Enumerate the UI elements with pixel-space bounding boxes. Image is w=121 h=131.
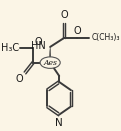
Text: O: O: [34, 37, 42, 47]
Text: C(CH₃)₃: C(CH₃)₃: [91, 33, 120, 42]
Ellipse shape: [40, 57, 60, 68]
Text: O: O: [73, 26, 81, 36]
Text: HN: HN: [31, 41, 46, 51]
Text: O: O: [16, 74, 23, 84]
Text: O: O: [60, 10, 68, 20]
Text: Aes: Aes: [43, 59, 57, 67]
Polygon shape: [49, 47, 51, 63]
Text: N: N: [55, 118, 63, 128]
Text: H₃C: H₃C: [1, 43, 19, 53]
